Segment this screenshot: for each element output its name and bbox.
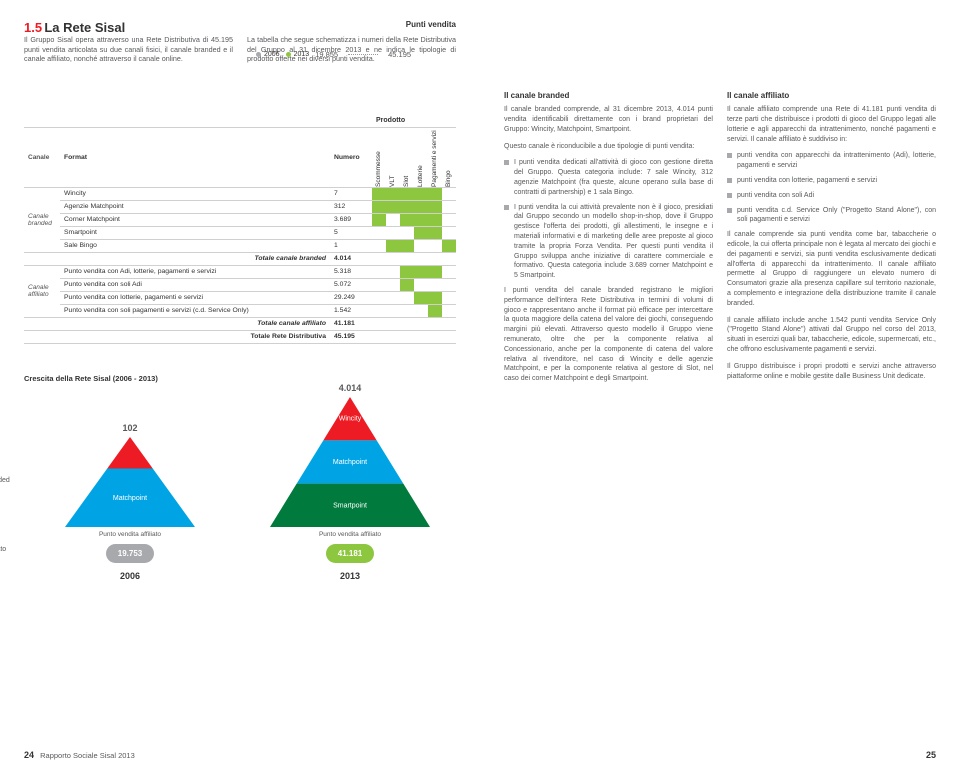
label-branded: Canale branded	[0, 477, 10, 484]
legend-2013-label: 2013	[294, 51, 310, 58]
dots-line	[348, 54, 378, 55]
year-2006: 2006	[120, 571, 140, 581]
dot-icon	[286, 52, 291, 57]
c2li3: punti vendita con soli Adi	[727, 191, 936, 201]
c1p3: I punti vendita del canale branded regis…	[504, 286, 713, 384]
svg-text:Matchpoint: Matchpoint	[113, 494, 147, 501]
svg-text:Smartpoint: Smartpoint	[333, 502, 367, 509]
c1li2: I punti vendita la cui attività prevalen…	[504, 203, 713, 281]
distribution-table: ProdottoCanaleFormatNumeroScommesseVLTSl…	[24, 114, 456, 344]
c2p2: Il canale comprende sia punti vendita co…	[727, 230, 936, 308]
aff-badge-2006: 19.753	[106, 544, 154, 563]
section-header: 1.5 La Rete Sisal	[24, 20, 456, 35]
pyramid-2006: Canale branded Canale affiliato 102 Matc…	[50, 437, 210, 581]
h-branded: Il canale branded	[504, 90, 713, 101]
legend-2013: 2013	[286, 51, 310, 58]
page-num-right: 25	[926, 750, 936, 760]
label-affiliato: Canale affiliato	[0, 546, 6, 553]
matrix-table: ProdottoCanaleFormatNumeroScommesseVLTSl…	[24, 114, 456, 344]
h-affiliato: Il canale affiliato	[727, 90, 936, 101]
c2p1: Il canale affiliato comprende una Rete d…	[727, 105, 936, 144]
pyramid-2006-svg: Matchpoint	[65, 437, 195, 527]
pyr2006-top: 102	[122, 423, 137, 433]
c1p1: Il canale branded comprende, al 31 dicem…	[504, 105, 713, 134]
dot-icon	[256, 52, 261, 57]
page-num-left: 24	[24, 750, 34, 760]
c1p2: Questo canale è riconducibile a due tipo…	[504, 142, 713, 152]
c1li1: I punti vendita dedicati all'attività di…	[504, 158, 713, 197]
punti-vendita-title: Punti vendita	[406, 20, 456, 29]
intro-col-1: Il Gruppo Sisal opera attraverso una Ret…	[24, 35, 233, 64]
section-number: 1.5	[24, 20, 42, 35]
c2p4: Il Gruppo distribuisce i propri prodotti…	[727, 362, 936, 382]
c2li4: punti vendita c.d. Service Only ("Proget…	[727, 206, 936, 226]
pyramid-2013-svg: Wincity Matchpoint Smartpoint	[270, 397, 430, 527]
aff-badge-2013: 41.181	[326, 544, 374, 563]
c2p3: Il canale affiliato include anche 1.542 …	[727, 316, 936, 355]
c2-list: punti vendita con apparecchi da intratte…	[727, 151, 936, 225]
pyr2013-top: 4.014	[339, 383, 362, 393]
growth-title: Crescita della Rete Sisal (2006 - 2013)	[24, 374, 456, 383]
svg-text:Matchpoint: Matchpoint	[333, 459, 367, 466]
pyr2006-sub: Punto vendita affiliato	[99, 531, 161, 538]
pyramid-2013: 4.014 WincityMatchpointSmartpoint Punto …	[270, 397, 430, 581]
legend-2006: 2006	[256, 51, 280, 58]
footer-text: Rapporto Sociale Sisal 2013	[40, 751, 135, 760]
legend: 2006 2013 19.855 45.195	[256, 50, 456, 59]
svg-text:Wincity: Wincity	[339, 415, 362, 422]
legend-val-2006: 19.855	[315, 50, 338, 59]
year-2013: 2013	[340, 571, 360, 581]
right-columns: Il canale branded Il canale branded comp…	[504, 90, 936, 391]
right-col-1: Il canale branded Il canale branded comp…	[504, 90, 713, 391]
pyramids: Canale branded Canale affiliato 102 Matc…	[24, 397, 456, 581]
c2li1: punti vendita con apparecchi da intratte…	[727, 151, 936, 171]
footer-left: 24 Rapporto Sociale Sisal 2013	[24, 750, 135, 760]
c2li2: punti vendita con lotterie, pagamenti e …	[727, 176, 936, 186]
legend-val-2013: 45.195	[388, 50, 411, 59]
c1-list: I punti vendita dedicati all'attività di…	[504, 158, 713, 281]
right-col-2: Il canale affiliato Il canale affiliato …	[727, 90, 936, 391]
pyr2013-sub: Punto vendita affiliato	[319, 531, 381, 538]
section-title: La Rete Sisal	[44, 20, 125, 35]
legend-2006-label: 2006	[264, 51, 280, 58]
